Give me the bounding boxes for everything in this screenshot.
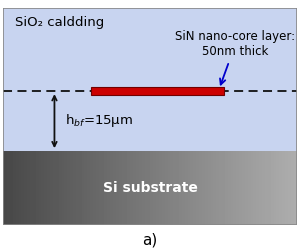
Bar: [91, 87, 224, 94]
Text: a): a): [142, 232, 158, 248]
Text: h$_{bf}$=15μm: h$_{bf}$=15μm: [65, 112, 133, 129]
Text: SiO₂ caldding: SiO₂ caldding: [15, 16, 104, 29]
Bar: [3, 8, 297, 151]
Text: SiN nano-core layer:
50nm thick: SiN nano-core layer: 50nm thick: [175, 30, 295, 84]
Text: Si substrate: Si substrate: [103, 181, 197, 195]
